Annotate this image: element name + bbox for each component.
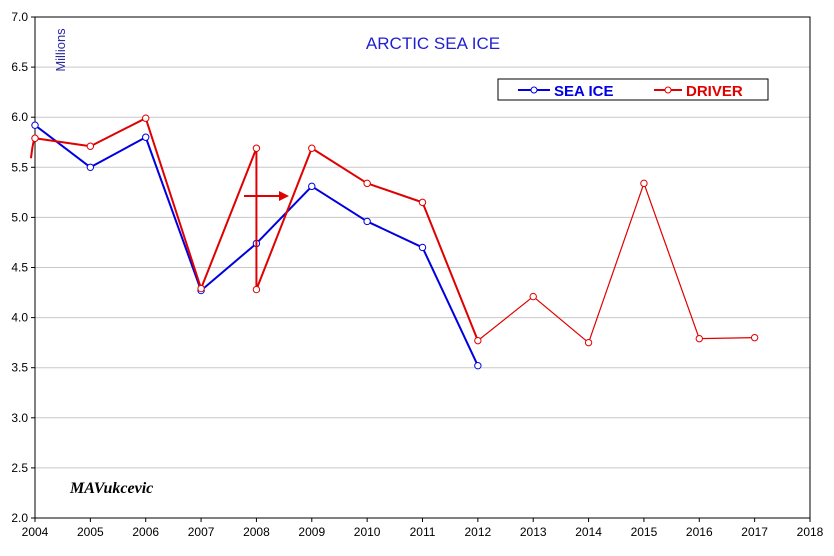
series-sea-ice-point xyxy=(308,182,316,191)
series-sea-ice-segment xyxy=(366,220,423,249)
y-tick-label: 2.0 xyxy=(11,511,28,525)
series-driver-point xyxy=(252,144,261,152)
chart-title: ARCTIC SEA ICE xyxy=(366,34,500,53)
series-driver-point xyxy=(474,336,482,345)
series-driver-segment xyxy=(477,296,534,342)
series-sea-ice-segment xyxy=(34,124,91,169)
x-tick-label: 2008 xyxy=(243,525,270,539)
series-driver-point xyxy=(418,198,427,207)
series-driver-segment xyxy=(255,147,313,290)
series-sea-ice-segment xyxy=(200,242,258,292)
series-sea-ice xyxy=(31,121,482,370)
x-tick-label: 2007 xyxy=(188,525,215,539)
series-sea-ice-point xyxy=(31,121,39,129)
series-sea-ice-point xyxy=(418,243,427,252)
x-tick-label: 2016 xyxy=(686,525,713,539)
series-sea-ice-segment xyxy=(311,185,368,223)
y-tick-label: 3.5 xyxy=(11,361,28,375)
y-tick-label: 3.0 xyxy=(11,411,28,425)
y-tick-label: 5.5 xyxy=(11,160,28,174)
series-layer xyxy=(30,114,759,370)
series-sea-ice-point xyxy=(142,133,150,141)
series-sea-ice-point xyxy=(363,217,371,226)
series-sea-ice-segment xyxy=(421,247,479,367)
x-tick-label: 2006 xyxy=(132,525,159,539)
x-tick-label: 2011 xyxy=(410,525,436,539)
series-driver-segment xyxy=(588,183,645,343)
series-sea-ice-segment xyxy=(144,136,203,291)
shift-arrow xyxy=(244,191,289,201)
series-driver-segment xyxy=(144,117,203,289)
y-axis-ticks: 2.0 2.5 3.0 3.5 4.0 4.5 5.0 5.5 6.0 6.5 7.0 xyxy=(11,10,35,525)
series-driver-point xyxy=(308,144,316,152)
y-axis-label: Millions xyxy=(53,28,68,72)
x-tick-label: 2017 xyxy=(741,525,768,539)
y-tick-label: 7.0 xyxy=(11,10,28,24)
series-driver-point xyxy=(142,114,150,122)
y-tick-label: 6.5 xyxy=(11,60,28,74)
series-driver-segment xyxy=(200,147,258,289)
series-driver-segment xyxy=(643,183,700,339)
legend-marker-driver xyxy=(664,86,672,94)
x-tick-label: 2009 xyxy=(298,525,325,539)
y-tick-label: 6.0 xyxy=(11,110,28,124)
series-driver-segment xyxy=(532,296,589,344)
x-tick-label: 2015 xyxy=(631,525,658,539)
x-tick-label: 2004 xyxy=(22,525,49,539)
series-driver-point xyxy=(86,142,95,150)
legend-label-sea-ice: SEA ICE xyxy=(554,83,613,100)
series-driver-segment xyxy=(421,201,479,342)
x-axis-ticks: 2004 2005 2006 2007 2008 2009 2010 2011 2012 2013… xyxy=(22,518,824,539)
y-tick-label: 2.5 xyxy=(11,461,28,475)
gridlines xyxy=(35,66,810,469)
x-tick-label: 2013 xyxy=(520,525,547,539)
series-driver-point xyxy=(252,285,261,294)
series-driver-point xyxy=(695,334,703,343)
x-tick-label: 2010 xyxy=(354,525,381,539)
series-driver-point xyxy=(31,134,39,142)
series-driver xyxy=(30,114,759,347)
series-driver-segment xyxy=(311,147,368,185)
series-driver-point xyxy=(640,179,648,188)
series-driver-point xyxy=(584,338,593,347)
x-tick-label: 2014 xyxy=(575,525,602,539)
x-tick-label: 2005 xyxy=(77,525,104,539)
y-tick-label: 5.0 xyxy=(11,210,28,224)
series-sea-ice-segment xyxy=(255,185,313,245)
series-driver-segment xyxy=(366,182,423,204)
x-tick-label: 2012 xyxy=(465,525,492,539)
legend-marker-sea-ice xyxy=(530,86,538,94)
legend-label-driver: DRIVER xyxy=(686,83,743,100)
signature: MAVukcevic xyxy=(69,480,153,497)
series-driver-segment xyxy=(89,117,147,148)
series-driver-point xyxy=(529,292,537,301)
legend-box xyxy=(497,78,769,101)
x-tick-label: 2018 xyxy=(797,525,824,539)
series-sea-ice-segment xyxy=(89,136,147,169)
series-sea-ice-point xyxy=(86,163,95,172)
series-driver-point xyxy=(750,333,759,342)
series-driver-point xyxy=(363,179,371,188)
series-driver-point xyxy=(197,284,205,293)
legend: SEA ICE DRIVER xyxy=(497,78,769,101)
series-driver-segment xyxy=(699,337,755,340)
series-sea-ice-point xyxy=(474,361,482,370)
series-driver-segment xyxy=(34,137,91,148)
y-tick-label: 4.0 xyxy=(11,311,28,325)
y-tick-label: 4.5 xyxy=(11,261,28,275)
